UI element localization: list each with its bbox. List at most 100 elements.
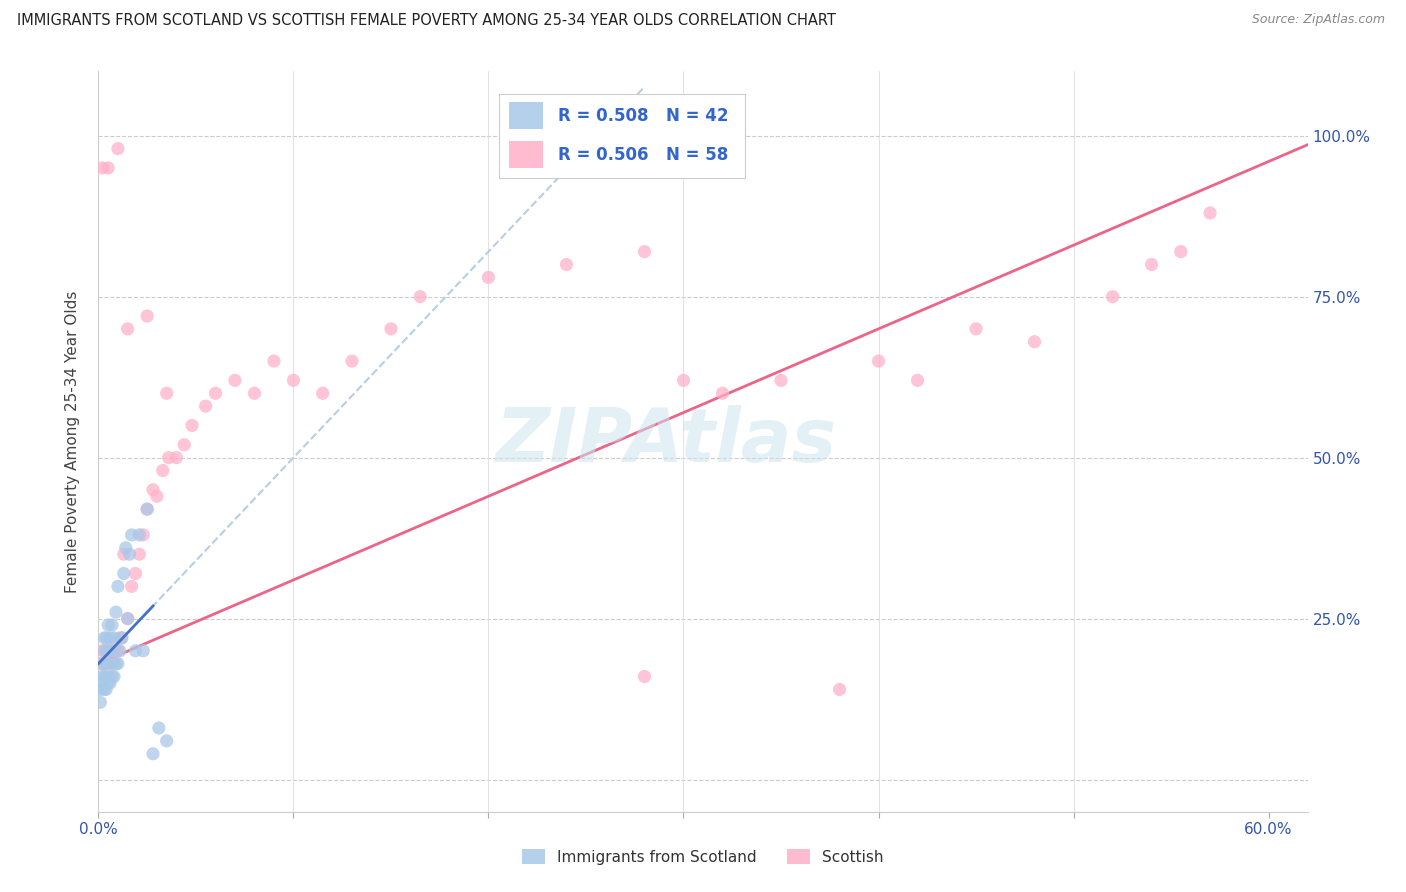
Point [104, 605, 127, 619]
Point [103, 657, 125, 671]
Point [1024, 334, 1046, 349]
Point [769, 373, 792, 387]
Point [136, 502, 159, 516]
Point [633, 244, 655, 259]
Y-axis label: Female Poverty Among 25-34 Year Olds: Female Poverty Among 25-34 Year Olds [65, 291, 80, 592]
Point [91, 657, 114, 671]
Point [97, 161, 120, 175]
Point [965, 322, 987, 336]
Text: R = 0.508: R = 0.508 [558, 107, 648, 125]
Point [107, 142, 129, 156]
Point [101, 669, 124, 683]
Point [96, 631, 118, 645]
Point [243, 386, 266, 401]
Point [93, 631, 115, 645]
Point [165, 450, 187, 465]
Text: ZIPAtlas: ZIPAtlas [496, 405, 838, 478]
Text: Source: ZipAtlas.com: Source: ZipAtlas.com [1251, 13, 1385, 27]
Point [108, 644, 131, 658]
Point [1170, 244, 1192, 259]
Point [111, 631, 134, 645]
Point [101, 644, 124, 658]
Point [477, 270, 499, 285]
Point [1140, 258, 1163, 272]
Point [156, 386, 179, 401]
Point [108, 631, 131, 645]
Point [380, 322, 402, 336]
Point [340, 354, 363, 368]
Point [103, 631, 125, 645]
Point [672, 373, 695, 387]
Point [136, 309, 159, 323]
Point [142, 747, 165, 761]
Point [152, 463, 174, 477]
Point [204, 386, 226, 401]
Point [91, 669, 114, 683]
Point [156, 734, 179, 748]
Point [96, 682, 118, 697]
Text: R = 0.506: R = 0.506 [558, 145, 648, 163]
Point [157, 450, 180, 465]
Point [96, 657, 118, 671]
Point [148, 721, 170, 735]
Point [907, 373, 929, 387]
Point [89, 682, 111, 697]
Point [828, 682, 851, 697]
Point [117, 611, 139, 625]
Point [91, 644, 114, 658]
Point [112, 566, 135, 581]
Point [118, 547, 141, 561]
Point [194, 399, 217, 413]
Point [117, 611, 139, 625]
Point [128, 547, 150, 561]
Point [132, 644, 155, 658]
Point [868, 354, 890, 368]
Point [136, 502, 159, 516]
Point [103, 669, 125, 683]
Point [91, 161, 114, 175]
Point [98, 676, 121, 690]
Point [89, 657, 111, 671]
Point [1101, 290, 1123, 304]
Point [107, 657, 129, 671]
Point [1199, 206, 1222, 220]
Point [555, 258, 578, 272]
Point [97, 669, 120, 683]
Point [128, 528, 150, 542]
Text: IMMIGRANTS FROM SCOTLAND VS SCOTTISH FEMALE POVERTY AMONG 25-34 YEAR OLDS CORREL: IMMIGRANTS FROM SCOTLAND VS SCOTTISH FEM… [17, 13, 835, 29]
Point [101, 618, 124, 632]
Point [124, 566, 146, 581]
Text: N = 42: N = 42 [666, 107, 728, 125]
Point [181, 418, 204, 433]
Point [93, 644, 115, 658]
Point [93, 682, 115, 697]
Point [98, 657, 121, 671]
Point [104, 644, 127, 658]
Point [96, 644, 118, 658]
Point [711, 386, 734, 401]
Point [121, 528, 143, 542]
Point [114, 541, 136, 555]
Point [173, 438, 195, 452]
Point [89, 695, 111, 709]
Point [142, 483, 165, 497]
Point [91, 676, 114, 690]
Point [111, 631, 134, 645]
Point [107, 644, 129, 658]
Point [283, 373, 305, 387]
Point [97, 676, 120, 690]
Point [97, 657, 120, 671]
Point [117, 322, 139, 336]
Point [104, 657, 127, 671]
Point [224, 373, 246, 387]
Point [93, 657, 115, 671]
Bar [509, 141, 543, 169]
Legend: Immigrants from Scotland, Scottish: Immigrants from Scotland, Scottish [516, 843, 890, 871]
Text: N = 58: N = 58 [666, 145, 728, 163]
Point [263, 354, 285, 368]
Point [633, 669, 655, 683]
Point [101, 644, 124, 658]
Point [132, 528, 155, 542]
Point [124, 644, 146, 658]
Point [97, 618, 120, 632]
